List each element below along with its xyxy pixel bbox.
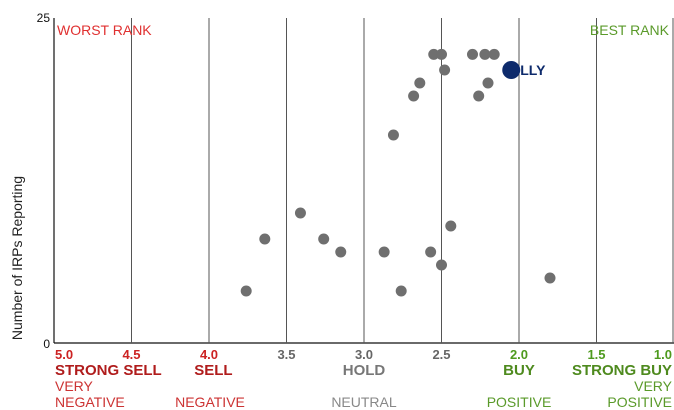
worst-rank-label: WORST RANK — [57, 22, 152, 38]
best-rank-label: BEST RANK — [590, 22, 670, 38]
sentiment-label: POSITIVE — [487, 394, 552, 410]
data-point — [482, 77, 494, 89]
data-point — [436, 259, 447, 271]
highlight-group: LLY — [502, 61, 546, 79]
x-tick-label: 1.0 — [654, 347, 672, 362]
data-point — [428, 48, 440, 60]
data-point — [378, 246, 390, 258]
rating-label: STRONG BUY — [572, 362, 672, 379]
data-point — [473, 90, 485, 102]
x-axis-labels: 5.0 4.5 4.0 3.5 3.0 2.5 2.0 1.5 1.0 STRONG SELL SE… — [55, 347, 673, 410]
y-tick-bottom: 0 — [43, 337, 50, 351]
data-point — [294, 207, 306, 219]
sentiment-label-line1: VERY — [634, 378, 673, 394]
data-point — [436, 48, 447, 60]
rating-label: BUY — [503, 362, 535, 379]
data-point — [425, 246, 437, 258]
rating-label: SELL — [194, 362, 232, 379]
data-point — [335, 246, 347, 258]
x-tick-label: 2.5 — [432, 347, 450, 362]
data-point — [395, 285, 407, 297]
data-point — [544, 272, 556, 284]
data-point — [467, 48, 478, 60]
rating-label: HOLD — [343, 362, 386, 379]
x-tick-label: 4.5 — [122, 347, 140, 362]
data-points — [240, 48, 556, 297]
y-axis-label: Number of IRPs Reporting — [9, 176, 25, 340]
sentiment-label: NEGATIVE — [175, 394, 245, 410]
data-point — [387, 129, 399, 141]
x-tick-label: 4.0 — [200, 347, 218, 362]
data-point — [318, 233, 330, 245]
sentiment-label-line1: VERY — [55, 378, 94, 394]
highlight-point — [502, 61, 521, 79]
x-tick-label: 3.0 — [355, 347, 373, 362]
x-tick-label: 2.0 — [510, 347, 528, 362]
data-point — [408, 90, 420, 102]
grid-lines — [53, 18, 674, 344]
x-tick-label: 5.0 — [55, 347, 73, 362]
sentiment-label: NEGATIVE — [55, 394, 125, 410]
sentiment-label: POSITIVE — [607, 394, 672, 410]
data-point — [259, 233, 271, 245]
x-tick-label: 3.5 — [277, 347, 295, 362]
highlight-label: LLY — [520, 62, 546, 78]
y-tick-top: 25 — [37, 11, 51, 25]
x-tick-label: 1.5 — [587, 347, 605, 362]
data-point — [414, 77, 426, 89]
data-point — [479, 48, 491, 60]
sentiment-label: NEUTRAL — [331, 394, 397, 410]
data-point — [488, 48, 500, 60]
data-point — [439, 64, 451, 76]
data-point — [240, 285, 252, 297]
data-point — [445, 220, 457, 232]
rating-label: STRONG SELL — [55, 362, 162, 379]
